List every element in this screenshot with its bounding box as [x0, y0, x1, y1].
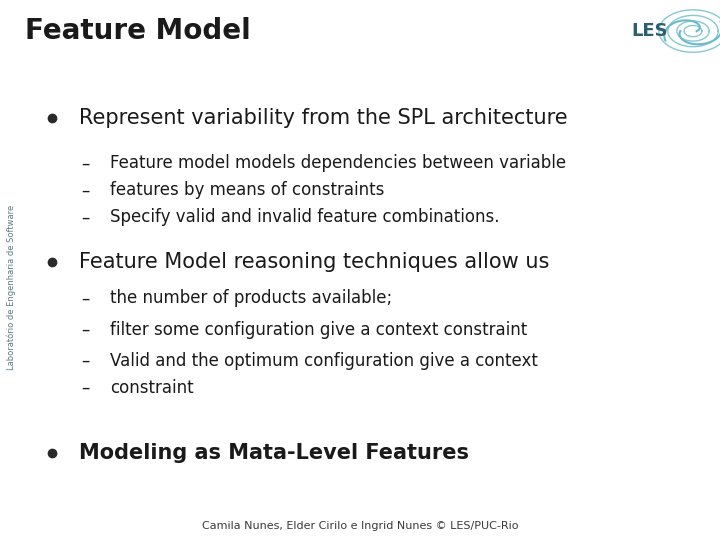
- Text: –: –: [81, 181, 89, 199]
- Text: Camila Nunes, Elder Cirilo e Ingrid Nunes © LES/PUC-Rio: Camila Nunes, Elder Cirilo e Ingrid Nune…: [202, 521, 518, 531]
- Text: Laboratório de Engenharia de Software: Laboratório de Engenharia de Software: [6, 204, 17, 370]
- Text: Feature Model: Feature Model: [25, 17, 251, 45]
- Text: Feature Model reasoning techniques allow us: Feature Model reasoning techniques allow…: [78, 252, 549, 272]
- Text: –: –: [81, 289, 89, 307]
- Text: the number of products available;: the number of products available;: [110, 289, 392, 307]
- Text: Feature model models dependencies between variable: Feature model models dependencies betwee…: [110, 154, 567, 172]
- Text: Modeling as Mata-Level Features: Modeling as Mata-Level Features: [78, 443, 469, 463]
- Text: Specify valid and invalid feature combinations.: Specify valid and invalid feature combin…: [110, 208, 500, 226]
- Text: LES: LES: [631, 22, 668, 40]
- Text: –: –: [81, 321, 89, 339]
- Text: –: –: [81, 154, 89, 172]
- Text: –: –: [81, 352, 89, 370]
- Text: Valid and the optimum configuration give a context: Valid and the optimum configuration give…: [110, 352, 538, 370]
- Text: –: –: [81, 208, 89, 226]
- Text: Represent variability from the SPL architecture: Represent variability from the SPL archi…: [78, 109, 567, 129]
- Text: features by means of constraints: features by means of constraints: [110, 181, 384, 199]
- Text: filter some configuration give a context constraint: filter some configuration give a context…: [110, 321, 528, 339]
- Text: constraint: constraint: [110, 379, 194, 397]
- Text: –: –: [81, 379, 89, 397]
